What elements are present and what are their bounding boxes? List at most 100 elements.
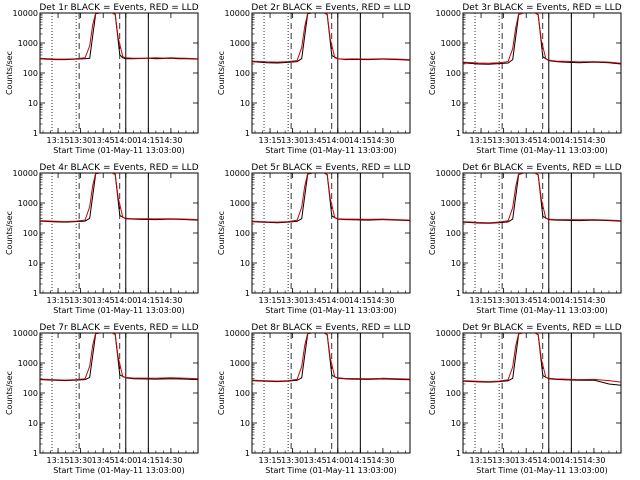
x-tick-label: 13:30 xyxy=(492,296,515,305)
lld-series-line xyxy=(252,173,410,223)
panel-8: Det 8r BLACK = Events, RED = LLD 1 10 100 10… xyxy=(217,323,411,475)
lld-series-line xyxy=(252,333,410,382)
series-group xyxy=(40,333,198,382)
x-tick-label: 13:45 xyxy=(515,456,538,465)
time-markers xyxy=(263,173,361,293)
y-tick-label: 10000 xyxy=(225,329,250,338)
y-axis-label: Counts/sec xyxy=(217,51,226,95)
y-tick-label: 100 xyxy=(23,229,38,238)
x-tick-label: 14:00 xyxy=(537,456,560,465)
x-tick-label: 14:15 xyxy=(137,136,160,145)
y-tick-label: 100 xyxy=(235,69,250,78)
x-axis-label: Start Time (01-May-11 13:03:00) xyxy=(53,146,184,155)
events-series-line xyxy=(463,13,621,65)
x-tick-label: 13:30 xyxy=(492,456,515,465)
y-tick-label: 1000 xyxy=(18,199,38,208)
x-axis-label: Start Time (01-May-11 13:03:00) xyxy=(476,306,607,315)
x-tick-label: 13:45 xyxy=(304,136,327,145)
x-tick-label: 14:30 xyxy=(371,136,394,145)
y-axis-label: Counts/sec xyxy=(428,51,437,95)
events-series-line xyxy=(252,13,410,64)
time-markers xyxy=(51,13,149,133)
events-series-line xyxy=(40,333,198,382)
time-markers xyxy=(474,173,572,293)
time-markers xyxy=(474,13,572,133)
x-tick-label: 13:45 xyxy=(304,456,327,465)
x-axis-label: Start Time (01-May-11 13:03:00) xyxy=(265,146,396,155)
x-tick-label: 14:30 xyxy=(371,296,394,305)
x-tick-label: 14:30 xyxy=(371,456,394,465)
y-tick-label: 100 xyxy=(235,389,250,398)
x-tick-label: 13:15 xyxy=(470,136,493,145)
series-group xyxy=(252,173,410,224)
y-tick-label: 1 xyxy=(456,129,461,138)
y-axis-label: Counts/sec xyxy=(217,371,226,415)
panel-title: Det 6r BLACK = Events, RED = LLD xyxy=(462,163,621,173)
plot-frame xyxy=(462,12,622,134)
y-tick-label: 100 xyxy=(235,229,250,238)
lld-series-line xyxy=(40,173,198,223)
series-group xyxy=(40,173,198,223)
y-tick-label: 10000 xyxy=(13,9,38,18)
y-tick-label: 10 xyxy=(451,99,461,108)
y-tick-label: 1000 xyxy=(18,39,38,48)
x-axis-label: Start Time (01-May-11 13:03:00) xyxy=(265,466,396,475)
x-tick-label: 13:45 xyxy=(304,296,327,305)
events-series-line xyxy=(463,333,621,386)
x-tick-label: 14:15 xyxy=(560,136,583,145)
time-markers xyxy=(51,173,149,293)
panel-4: Det 4r BLACK = Events, RED = LLD 1 10 100 10… xyxy=(5,163,199,315)
y-tick-label: 1 xyxy=(456,449,461,458)
y-tick-label: 1 xyxy=(245,449,250,458)
y-tick-label: 1 xyxy=(456,289,461,298)
y-tick-label: 10 xyxy=(451,419,461,428)
x-tick-label: 14:30 xyxy=(582,456,605,465)
x-tick-label: 13:45 xyxy=(92,296,115,305)
x-tick-label: 13:15 xyxy=(47,456,70,465)
x-tick-label: 14:15 xyxy=(349,296,372,305)
x-tick-label: 14:00 xyxy=(114,296,137,305)
x-tick-label: 14:15 xyxy=(560,456,583,465)
panel-title: Det 3r BLACK = Events, RED = LLD xyxy=(462,3,621,13)
panel-title: Det 4r BLACK = Events, RED = LLD xyxy=(39,163,198,173)
panel-title: Det 8r BLACK = Events, RED = LLD xyxy=(251,323,410,333)
x-tick-label: 13:15 xyxy=(259,296,282,305)
panel-3: Det 3r BLACK = Events, RED = LLD 1 10 100 10… xyxy=(428,3,622,155)
panel-5: Det 5r BLACK = Events, RED = LLD 1 10 100 10… xyxy=(217,163,411,315)
x-tick-label: 13:15 xyxy=(259,456,282,465)
x-tick-label: 13:15 xyxy=(470,296,493,305)
series-group xyxy=(40,13,198,61)
plot-frame xyxy=(462,332,622,454)
x-tick-label: 13:15 xyxy=(470,456,493,465)
y-axis-label: Counts/sec xyxy=(428,371,437,415)
y-tick-label: 100 xyxy=(23,389,38,398)
y-tick-label: 10000 xyxy=(436,9,461,18)
time-markers xyxy=(263,13,361,133)
time-markers xyxy=(51,333,149,453)
x-tick-label: 13:15 xyxy=(47,136,70,145)
y-tick-label: 10000 xyxy=(13,169,38,178)
x-tick-label: 14:15 xyxy=(137,456,160,465)
y-tick-label: 1000 xyxy=(441,359,461,368)
lld-series-line xyxy=(463,173,621,224)
y-tick-label: 100 xyxy=(23,69,38,78)
y-tick-label: 10000 xyxy=(13,329,38,338)
y-tick-label: 1 xyxy=(245,129,250,138)
plot-frame xyxy=(462,172,622,294)
x-tick-label: 13:45 xyxy=(515,136,538,145)
x-tick-label: 13:45 xyxy=(92,136,115,145)
y-tick-label: 1000 xyxy=(230,199,250,208)
series-group xyxy=(463,333,621,386)
x-tick-label: 14:15 xyxy=(137,296,160,305)
x-axis-label: Start Time (01-May-11 13:03:00) xyxy=(53,466,184,475)
x-tick-label: 14:30 xyxy=(159,296,182,305)
y-tick-label: 10 xyxy=(240,419,250,428)
series-group xyxy=(252,333,410,383)
x-tick-label: 13:30 xyxy=(492,136,515,145)
time-markers xyxy=(474,333,572,453)
events-series-line xyxy=(40,13,198,61)
x-tick-label: 13:15 xyxy=(47,296,70,305)
y-axis-label: Counts/sec xyxy=(5,371,14,415)
plot-frame xyxy=(251,332,411,454)
